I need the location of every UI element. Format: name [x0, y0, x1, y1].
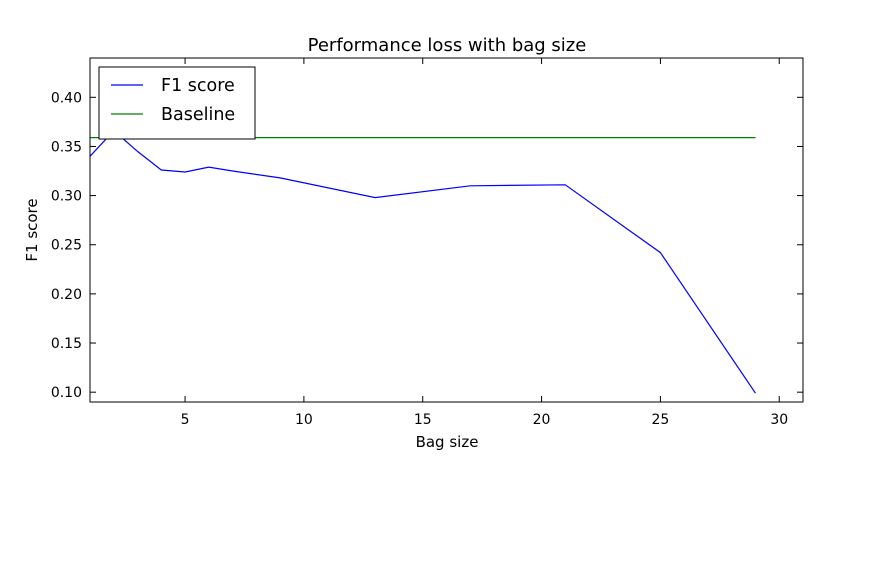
- chart-title: Performance loss with bag size: [308, 35, 587, 56]
- series-line-f1-score: [89, 129, 756, 394]
- y-axis-label: F1 score: [23, 198, 41, 261]
- y-tick-label: 0.40: [51, 90, 82, 106]
- y-tick-label: 0.10: [51, 385, 82, 401]
- plot-frame: [89, 57, 804, 403]
- legend-label-f1-score: F1 score: [161, 76, 235, 96]
- series-lines: [89, 129, 756, 394]
- x-tick-label: 10: [295, 412, 313, 428]
- legend-label-baseline: Baseline: [161, 105, 235, 125]
- x-tick-label: 30: [770, 412, 788, 428]
- x-tick-label: 5: [181, 412, 190, 428]
- legend: F1 score Baseline: [98, 66, 256, 140]
- y-tick-label: 0.15: [51, 336, 82, 352]
- y-tick-label: 0.20: [51, 287, 82, 303]
- x-tick-label: 15: [414, 412, 432, 428]
- axis-ticks: 5 10 15 20 25 30 0.10 0.15 0.20 0.25 0.30 0.35 0.40: [51, 58, 803, 428]
- y-tick-label: 0.30: [51, 189, 82, 205]
- y-tick-label: 0.25: [51, 238, 82, 254]
- legend-box: [98, 66, 256, 140]
- x-axis-label: Bag size: [416, 433, 479, 451]
- x-tick-label: 20: [533, 412, 551, 428]
- x-tick-label: 25: [651, 412, 669, 428]
- y-tick-label: 0.35: [51, 139, 82, 155]
